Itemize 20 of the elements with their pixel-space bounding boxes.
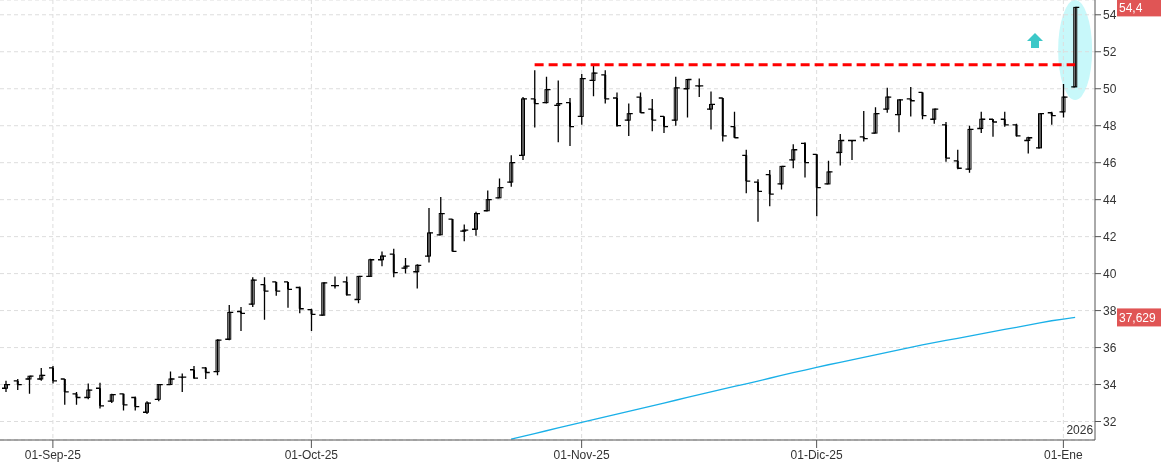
x-tick-label: 01-Oct-25 bbox=[284, 447, 339, 462]
x-tick-label: 01-Nov-25 bbox=[553, 447, 610, 462]
annotation: 2026 bbox=[1066, 423, 1094, 437]
y-tick-label: 36 bbox=[1103, 340, 1117, 355]
y-tick-label: 40 bbox=[1103, 266, 1117, 281]
text: 54,4 bbox=[1119, 0, 1143, 15]
y-tick-label: 50 bbox=[1103, 82, 1117, 96]
y-tick-label: 38 bbox=[1103, 303, 1117, 318]
y-tick-label: 48 bbox=[1103, 118, 1117, 133]
y-tick-label: 46 bbox=[1103, 155, 1117, 170]
y-tick-label: 32 bbox=[1103, 414, 1117, 429]
y-tick-label: 42 bbox=[1103, 229, 1117, 244]
x-tick-label: 01-Sep-25 bbox=[24, 447, 82, 462]
y-tick-label: 44 bbox=[1103, 192, 1117, 207]
text: 37,629 bbox=[1119, 310, 1157, 325]
y-tick-label: 52 bbox=[1103, 45, 1117, 60]
x-tick-label: 01-Ene bbox=[1044, 447, 1084, 462]
x-tick-label: 01-Dic-25 bbox=[790, 447, 843, 462]
y-tick-label: 54 bbox=[1103, 8, 1117, 23]
y-tick-label: 34 bbox=[1103, 377, 1117, 392]
